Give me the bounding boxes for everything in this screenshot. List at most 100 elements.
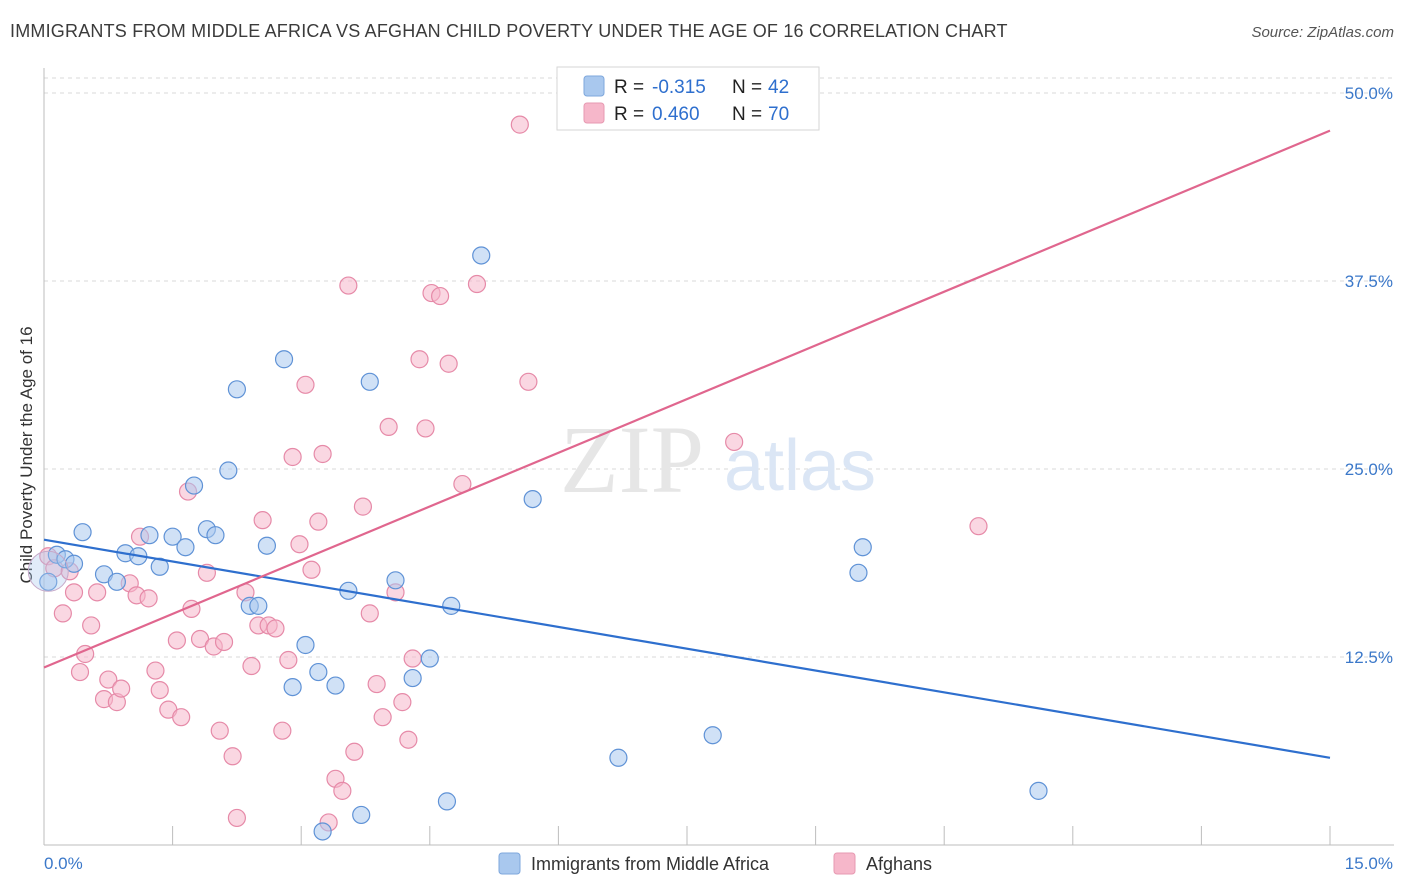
- data-point-afghans: [214, 632, 234, 652]
- trend-lines: [43, 129, 1331, 759]
- data-point-afghans: [64, 583, 84, 602]
- data-point-afghans: [70, 662, 90, 682]
- data-point-immigrants-middle-africa: [140, 526, 159, 545]
- data-point-afghans: [302, 560, 321, 579]
- data-point-afghans: [309, 512, 328, 531]
- data-point-immigrants-middle-africa: [472, 246, 491, 265]
- data-point-afghans: [399, 730, 418, 749]
- data-point-immigrants-middle-africa: [853, 538, 872, 557]
- data-point-afghans: [969, 517, 988, 536]
- data-point-afghans: [725, 432, 744, 452]
- data-point-afghans: [210, 721, 229, 740]
- bottom-legend-swatch-blue: [498, 852, 521, 875]
- data-point-afghans: [167, 631, 186, 650]
- data-point-afghans: [242, 656, 261, 676]
- data-point-afghans: [279, 650, 298, 670]
- legend-n-label-blue: N =: [732, 77, 762, 98]
- data-point-afghans: [283, 447, 302, 467]
- data-point-immigrants-middle-africa: [176, 538, 195, 557]
- data-point-afghans: [467, 274, 487, 294]
- data-point-immigrants-middle-africa: [313, 822, 332, 841]
- data-point-afghans: [190, 629, 210, 649]
- watermark-zip: ZIP: [560, 406, 704, 513]
- y-tick-label: 37.5%: [1345, 272, 1393, 291]
- x-tick-label: 15.0%: [1345, 854, 1393, 873]
- data-point-afghans: [223, 747, 242, 766]
- data-point-afghans: [273, 721, 292, 740]
- data-point-immigrants-middle-africa: [609, 748, 628, 767]
- data-point-immigrants-middle-africa: [703, 726, 722, 745]
- source-label: Source: ZipAtlas.com: [1251, 24, 1394, 41]
- data-point-immigrants-middle-africa: [360, 372, 379, 391]
- data-point-immigrants-middle-africa: [39, 572, 58, 591]
- legend-n-value-blue: 42: [768, 77, 789, 98]
- data-point-afghans: [519, 372, 538, 391]
- legend-n-label-pink: N =: [732, 104, 762, 125]
- watermark-atlas: atlas: [724, 426, 876, 506]
- data-point-immigrants-middle-africa: [849, 563, 868, 582]
- data-point-afghans: [227, 808, 246, 828]
- data-point-afghans: [410, 350, 429, 369]
- series-afghans: [39, 115, 988, 832]
- data-point-immigrants-middle-africa: [206, 526, 225, 545]
- data-point-afghans: [367, 674, 386, 694]
- data-point-cluster: [27, 550, 69, 592]
- watermark: ZIP atlas: [560, 406, 876, 513]
- data-point-immigrants-middle-africa: [386, 571, 405, 590]
- data-point-afghans: [353, 497, 373, 516]
- y-tick-label: 50.0%: [1345, 84, 1393, 103]
- data-point-immigrants-middle-africa: [523, 489, 542, 509]
- bottom-legend-label-blue: Immigrants from Middle Africa: [531, 854, 770, 874]
- data-point-immigrants-middle-africa: [64, 554, 84, 573]
- data-point-immigrants-middle-africa: [73, 523, 92, 542]
- legend-r-value-blue: -0.315: [652, 77, 706, 98]
- data-point-afghans: [266, 619, 285, 638]
- data-point-immigrants-middle-africa: [249, 596, 268, 615]
- data-point-afghans: [88, 583, 107, 602]
- data-point-afghans: [373, 708, 392, 727]
- data-point-afghans: [172, 708, 191, 727]
- data-point-afghans: [296, 375, 315, 394]
- top-legend: R = -0.315 N = 42 R = 0.460 N = 70: [556, 66, 820, 131]
- legend-n-value-pink: 70: [768, 104, 789, 125]
- data-point-immigrants-middle-africa: [352, 805, 371, 825]
- data-point-immigrants-middle-africa: [296, 635, 315, 655]
- data-point-immigrants-middle-africa: [437, 792, 457, 811]
- trend-line-immigrants-middle-africa: [43, 538, 1331, 759]
- data-point-immigrants-middle-africa: [257, 536, 277, 555]
- data-point-immigrants-middle-africa: [274, 350, 294, 369]
- y-tick-labels: 12.5% 25.0% 37.5% 50.0%: [1345, 84, 1393, 667]
- axes: [43, 68, 1394, 846]
- data-point-afghans: [139, 589, 158, 608]
- data-point-afghans: [339, 276, 358, 295]
- x-tick-labels: 0.0% 15.0%: [44, 854, 1393, 873]
- y-tick-label: 12.5%: [1345, 648, 1393, 667]
- data-point-afghans: [439, 354, 458, 373]
- data-point-afghans: [313, 444, 332, 464]
- data-point-immigrants-middle-africa: [219, 461, 238, 480]
- data-point-afghans: [430, 286, 450, 306]
- data-point-immigrants-middle-africa: [442, 596, 461, 615]
- data-point-afghans: [290, 535, 309, 554]
- data-point-afghans: [82, 616, 101, 635]
- data-point-afghans: [403, 649, 422, 668]
- data-point-immigrants-middle-africa: [1029, 781, 1048, 800]
- data-point-immigrants-middle-africa: [163, 527, 182, 546]
- data-point-afghans: [146, 661, 165, 680]
- data-point-afghans: [53, 604, 72, 623]
- data-point-afghans: [112, 679, 131, 698]
- bottom-legend: Immigrants from Middle Africa Afghans: [498, 852, 932, 875]
- legend-r-label-pink: R =: [614, 104, 644, 125]
- data-point-afghans: [333, 781, 352, 800]
- data-point-afghans: [393, 693, 412, 712]
- grid: [44, 77, 1394, 658]
- legend-r-label-blue: R =: [614, 77, 644, 98]
- data-point-afghans: [360, 604, 379, 623]
- bottom-legend-label-pink: Afghans: [866, 854, 932, 874]
- trend-line-afghans: [43, 129, 1331, 669]
- data-point-immigrants-middle-africa: [283, 677, 302, 697]
- data-point-afghans: [510, 115, 529, 134]
- data-point-afghans: [345, 742, 364, 761]
- bottom-legend-swatch-pink: [833, 852, 856, 875]
- data-point-immigrants-middle-africa: [326, 676, 345, 695]
